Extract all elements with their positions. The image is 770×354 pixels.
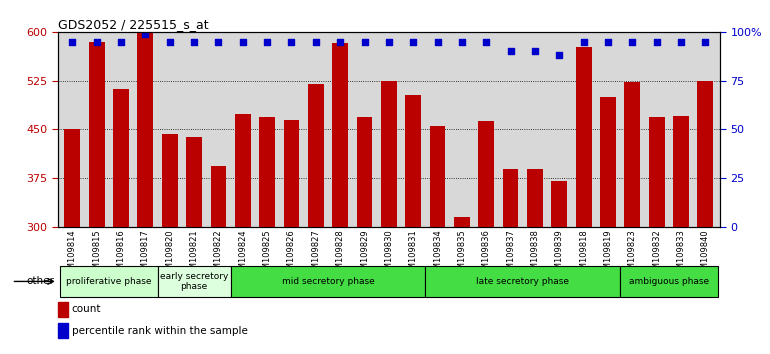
Bar (673, 115, 689, 227)
Point (407, 39, 420, 44)
Point (213, 39, 225, 44)
Text: late secretory phase: late secretory phase (477, 277, 569, 286)
Text: ambiguous phase: ambiguous phase (629, 277, 709, 286)
Bar (381, 80, 397, 227)
Point (504, 48, 517, 54)
Bar (259, 117, 275, 227)
Point (286, 39, 298, 44)
Point (261, 39, 273, 44)
Point (310, 39, 322, 44)
Point (91, 39, 103, 44)
Bar (308, 84, 323, 227)
FancyBboxPatch shape (425, 266, 620, 297)
Point (188, 39, 200, 44)
Text: count: count (72, 304, 101, 314)
Text: other: other (26, 276, 54, 286)
Bar (138, 33, 153, 227)
Bar (600, 97, 616, 227)
Bar (430, 126, 446, 227)
Point (553, 52, 565, 58)
Bar (576, 47, 591, 227)
Point (358, 39, 370, 44)
Point (115, 39, 127, 44)
Bar (503, 169, 518, 227)
FancyBboxPatch shape (60, 266, 158, 297)
Point (626, 39, 638, 44)
Bar (405, 96, 421, 227)
Bar (210, 166, 226, 227)
Point (675, 39, 687, 44)
Text: mid secretory phase: mid secretory phase (282, 277, 374, 286)
Point (139, 31, 152, 36)
Point (383, 39, 395, 44)
Bar (235, 114, 251, 227)
Point (334, 39, 346, 44)
Bar (357, 117, 373, 227)
Point (431, 39, 444, 44)
Bar (478, 121, 494, 227)
Bar (454, 217, 470, 227)
Bar (162, 134, 178, 227)
Bar (551, 181, 567, 227)
Text: early secretory
phase: early secretory phase (160, 272, 228, 291)
FancyBboxPatch shape (158, 266, 230, 297)
Point (163, 39, 176, 44)
Bar (624, 82, 640, 227)
Text: proliferative phase: proliferative phase (66, 277, 152, 286)
Point (66, 39, 79, 44)
Bar (698, 80, 713, 227)
Point (602, 39, 614, 44)
Bar (332, 43, 348, 227)
Point (480, 39, 492, 44)
Point (456, 39, 468, 44)
FancyBboxPatch shape (620, 266, 718, 297)
Bar (89, 42, 105, 227)
Point (529, 48, 541, 54)
Text: GDS2052 / 225515_s_at: GDS2052 / 225515_s_at (58, 18, 209, 31)
Point (651, 39, 663, 44)
Bar (113, 89, 129, 227)
Bar (65, 129, 80, 227)
Point (699, 39, 711, 44)
Bar (649, 117, 665, 227)
Point (578, 39, 590, 44)
Text: percentile rank within the sample: percentile rank within the sample (72, 326, 247, 336)
FancyBboxPatch shape (230, 266, 425, 297)
Bar (186, 137, 202, 227)
Bar (527, 170, 543, 227)
Point (236, 39, 249, 44)
Bar (283, 120, 300, 227)
